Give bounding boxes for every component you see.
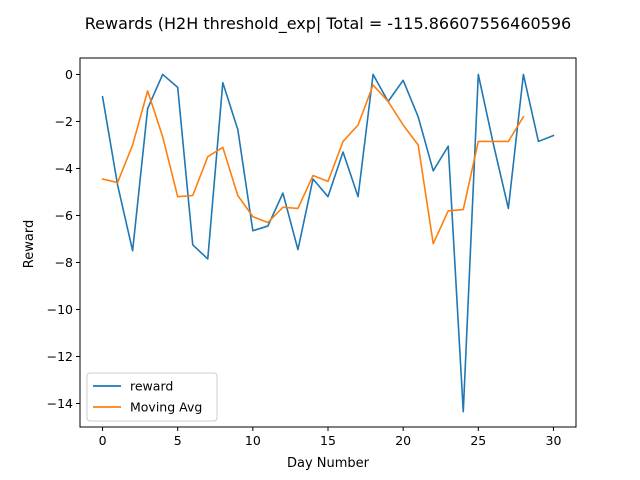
y-tick-label: 0 [65, 67, 73, 82]
x-tick-label: 15 [320, 433, 336, 448]
axis-ticks: 0 5 10 15 20 25 30 0 −2 −4 −6 −8 −10 −12 −14 [47, 67, 562, 448]
y-tick-label: −4 [55, 161, 73, 176]
x-tick-label: 0 [99, 433, 107, 448]
x-tick-label: 20 [395, 433, 411, 448]
x-tick-label: 25 [470, 433, 486, 448]
chart-title: Rewards (H2H threshold_exp| Total = -115… [85, 14, 571, 34]
x-axis-label: Day Number [287, 456, 370, 471]
x-tick-label: 10 [245, 433, 261, 448]
series-line-1 [101, 84, 525, 245]
plot-area [101, 73, 555, 413]
y-tick-label: −8 [55, 255, 73, 270]
y-tick-label: −2 [55, 114, 73, 129]
x-tick-label: 5 [174, 433, 182, 448]
legend-box [86, 372, 218, 422]
y-axis-label: Reward [22, 220, 37, 268]
x-tick-label: 30 [546, 433, 562, 448]
y-tick-label: −14 [47, 396, 73, 411]
y-tick-label: −10 [47, 302, 73, 317]
series-line-0 [101, 73, 555, 413]
legend-label-1: Moving Avg [130, 400, 202, 415]
y-tick-label: −6 [55, 208, 73, 223]
legend: reward Moving Avg [86, 372, 218, 422]
legend-label-0: reward [130, 379, 173, 394]
y-tick-label: −12 [47, 349, 73, 364]
